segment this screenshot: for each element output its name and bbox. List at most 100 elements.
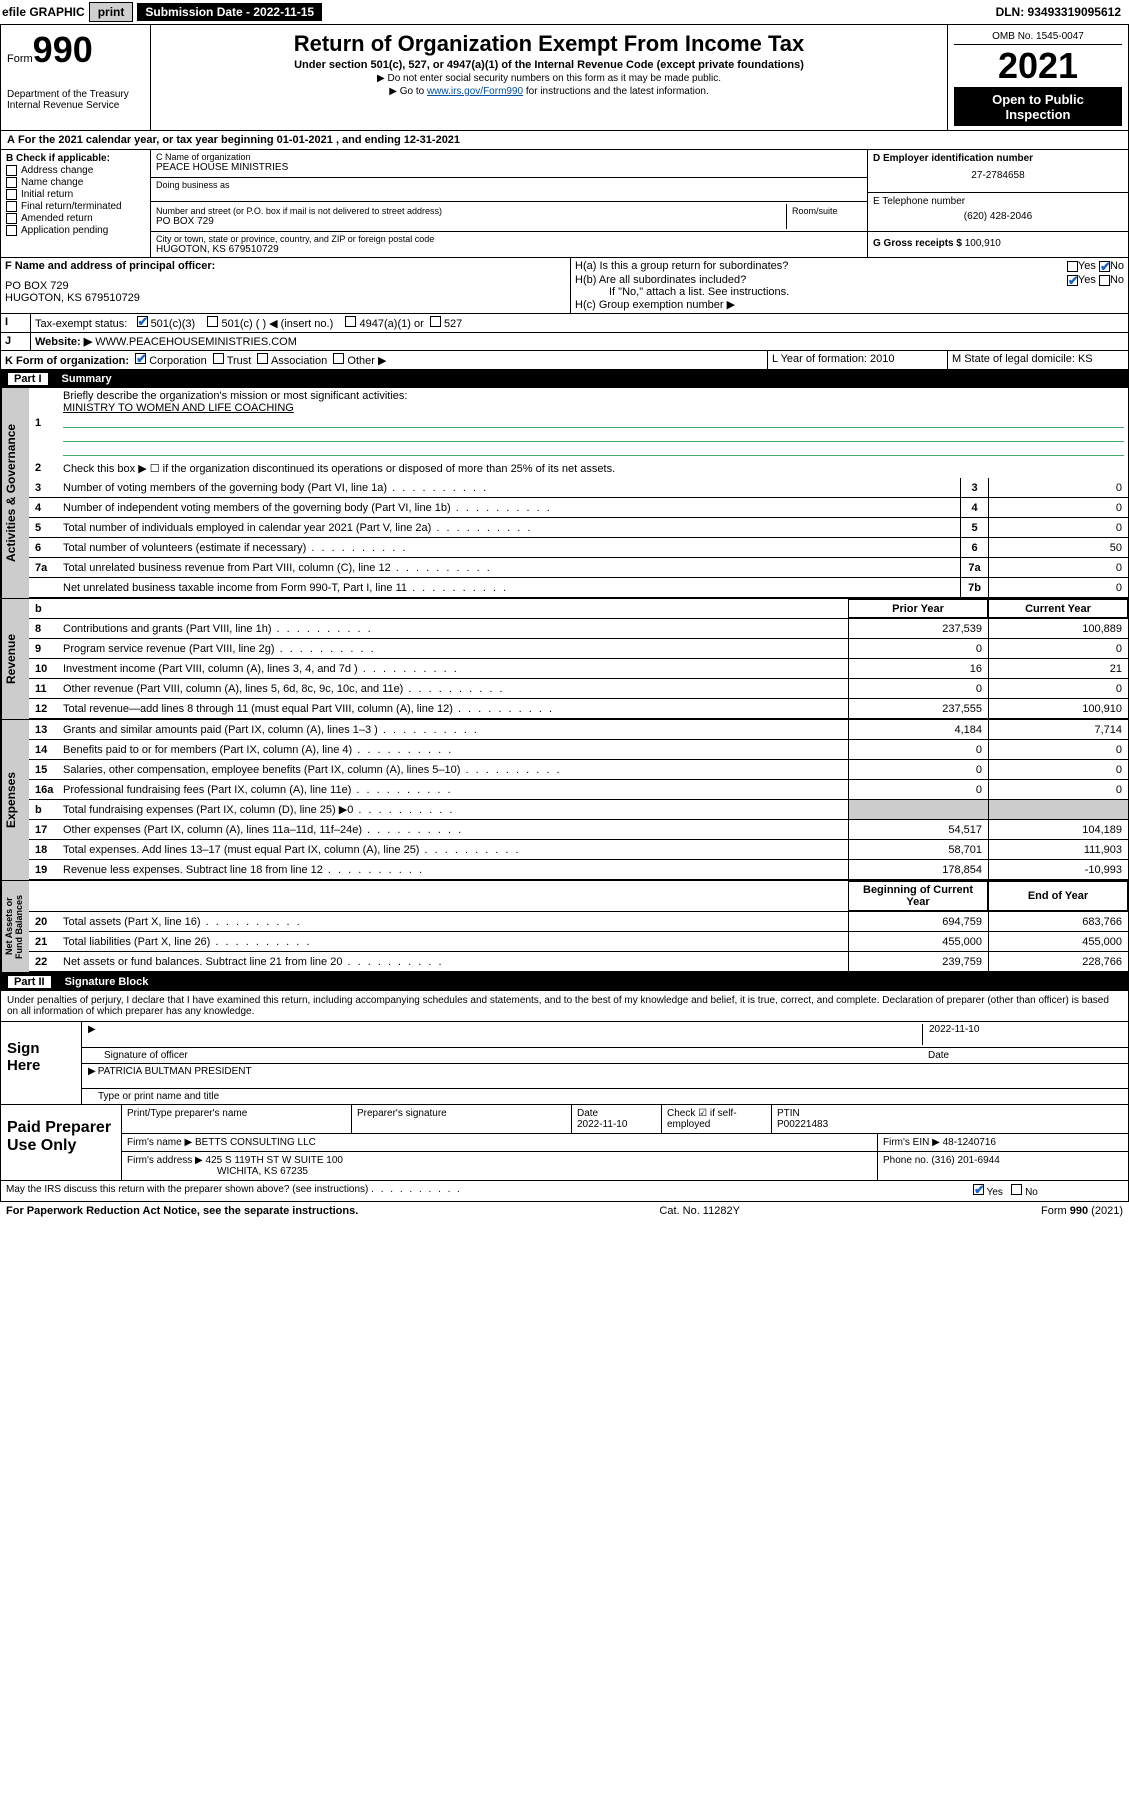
dba-label: Doing business as bbox=[156, 180, 862, 190]
sign-here-label: Sign Here bbox=[1, 1022, 81, 1104]
chk-app-pending[interactable] bbox=[6, 225, 17, 236]
chk-trust[interactable] bbox=[213, 353, 224, 364]
submission-date: Submission Date - 2022-11-15 bbox=[137, 3, 322, 21]
table-row: 13 Grants and similar amounts paid (Part… bbox=[29, 720, 1128, 740]
city-label: City or town, state or province, country… bbox=[156, 234, 862, 244]
section-i: I Tax-exempt status: 501(c)(3) 501(c) ( … bbox=[0, 314, 1129, 333]
chk-corp[interactable] bbox=[135, 353, 146, 364]
room-label: Room/suite bbox=[792, 206, 862, 216]
pp-name-label: Print/Type preparer's name bbox=[122, 1105, 352, 1133]
part2-name: Signature Block bbox=[65, 976, 149, 988]
form-label: Form bbox=[7, 53, 33, 65]
c-label: C Name of organization bbox=[156, 152, 862, 162]
chk-final-return[interactable] bbox=[6, 201, 17, 212]
firm-ein: 48-1240716 bbox=[943, 1137, 996, 1148]
summary-table: Activities & Governance 1 Briefly descri… bbox=[0, 388, 1129, 599]
officer-name: PATRICIA BULTMAN PRESIDENT bbox=[98, 1066, 252, 1086]
city-state-zip: HUGOTON, KS 679510729 bbox=[156, 244, 862, 255]
section-b: B Check if applicable: Address change Na… bbox=[1, 150, 151, 257]
table-row: 3 Number of voting members of the govern… bbox=[29, 478, 1128, 498]
firm-phone: (316) 201-6944 bbox=[931, 1155, 999, 1166]
perjury-declaration: Under penalties of perjury, I declare th… bbox=[1, 991, 1128, 1021]
form-meta-block: OMB No. 1545-0047 2021 Open to Public In… bbox=[948, 25, 1128, 130]
table-row: 21 Total liabilities (Part X, line 26) 4… bbox=[29, 932, 1128, 952]
table-row: Net unrelated business taxable income fr… bbox=[29, 578, 1128, 598]
top-bar: efile GRAPHIC print Submission Date - 20… bbox=[0, 0, 1129, 24]
ha-yes[interactable] bbox=[1067, 261, 1078, 272]
ha-no[interactable] bbox=[1099, 261, 1110, 272]
part2-bar: Part II Signature Block bbox=[0, 973, 1129, 991]
org-name: PEACE HOUSE MINISTRIES bbox=[156, 162, 862, 173]
form-subtitle: Under section 501(c), 527, or 4947(a)(1)… bbox=[157, 59, 941, 71]
entity-block: B Check if applicable: Address change Na… bbox=[0, 150, 1129, 258]
chk-4947[interactable] bbox=[345, 316, 356, 327]
section-fh: F Name and address of principal officer:… bbox=[0, 258, 1129, 314]
open-public: Open to Public Inspection bbox=[954, 88, 1122, 126]
hb-no[interactable] bbox=[1099, 275, 1110, 286]
table-row: 11 Other revenue (Part VIII, column (A),… bbox=[29, 679, 1128, 699]
hb-yes[interactable] bbox=[1067, 275, 1078, 286]
arrow-icon bbox=[88, 1066, 98, 1086]
line-a: A For the 2021 calendar year, or tax yea… bbox=[0, 131, 1129, 150]
table-row: 18 Total expenses. Add lines 13–17 (must… bbox=[29, 840, 1128, 860]
table-row: 7a Total unrelated business revenue from… bbox=[29, 558, 1128, 578]
chk-amended[interactable] bbox=[6, 213, 17, 224]
form-number: 990 bbox=[33, 29, 93, 70]
b-header: B Check if applicable: bbox=[6, 153, 145, 164]
expenses-table: Expenses 13 Grants and similar amounts p… bbox=[0, 720, 1129, 881]
i-label: Tax-exempt status: bbox=[35, 318, 127, 330]
table-row: 15 Salaries, other compensation, employe… bbox=[29, 760, 1128, 780]
dln: DLN: 93493319095612 bbox=[996, 5, 1127, 19]
discuss-yes[interactable] bbox=[973, 1184, 984, 1195]
table-row: 19 Revenue less expenses. Subtract line … bbox=[29, 860, 1128, 880]
chk-527[interactable] bbox=[430, 316, 441, 327]
form-ref: Form 990 (2021) bbox=[1041, 1205, 1123, 1217]
discuss-no[interactable] bbox=[1011, 1184, 1022, 1195]
arrow-icon bbox=[88, 1024, 98, 1045]
footer: For Paperwork Reduction Act Notice, see … bbox=[0, 1202, 1129, 1220]
part1-bar: Part I Summary bbox=[0, 370, 1129, 388]
form-id-block: Form990 Department of the Treasury Inter… bbox=[1, 25, 151, 130]
form-header: Form990 Department of the Treasury Inter… bbox=[0, 24, 1129, 131]
website: WWW.PEACEHOUSEMINISTRIES.COM bbox=[95, 336, 297, 348]
dept-label: Department of the Treasury bbox=[7, 89, 144, 100]
cat-no: Cat. No. 11282Y bbox=[659, 1205, 740, 1217]
hc-label: H(c) Group exemption number ▶ bbox=[575, 298, 1124, 311]
d-label: D Employer identification number bbox=[873, 153, 1123, 164]
form-note-1: ▶ Do not enter social security numbers o… bbox=[157, 73, 941, 84]
ptin: P00221483 bbox=[777, 1119, 828, 1130]
paid-label: Paid Preparer Use Only bbox=[1, 1105, 121, 1180]
chk-initial-return[interactable] bbox=[6, 189, 17, 200]
tax-year: 2021 bbox=[954, 45, 1122, 88]
efile-label: efile GRAPHIC bbox=[2, 5, 85, 19]
pp-date: 2022-11-10 bbox=[577, 1119, 627, 1130]
sig-officer-label: Signature of officer bbox=[88, 1050, 922, 1061]
table-row: 8 Contributions and grants (Part VIII, l… bbox=[29, 619, 1128, 639]
omb-number: OMB No. 1545-0047 bbox=[954, 29, 1122, 45]
ein: 27-2784658 bbox=[873, 164, 1123, 187]
chk-name-change[interactable] bbox=[6, 177, 17, 188]
tax-year-range: A For the 2021 calendar year, or tax yea… bbox=[1, 131, 1128, 149]
ha-label: H(a) Is this a group return for subordin… bbox=[575, 260, 1067, 272]
table-row: 9 Program service revenue (Part VIII, li… bbox=[29, 639, 1128, 659]
revenue-table: Revenue b Prior Year Current Year 8 Cont… bbox=[0, 599, 1129, 720]
pra-notice: For Paperwork Reduction Act Notice, see … bbox=[6, 1205, 358, 1217]
chk-other[interactable] bbox=[333, 353, 344, 364]
form-note-2: ▶ Go to www.irs.gov/Form990 for instruct… bbox=[157, 86, 941, 97]
irs-link[interactable]: www.irs.gov/Form990 bbox=[427, 86, 523, 97]
form-title-block: Return of Organization Exempt From Incom… bbox=[151, 25, 948, 130]
chk-501c[interactable] bbox=[207, 316, 218, 327]
l-year: L Year of formation: 2010 bbox=[768, 351, 948, 369]
tab-netassets: Net Assets orFund Balances bbox=[1, 881, 29, 972]
paid-preparer: Paid Preparer Use Only Print/Type prepar… bbox=[1, 1104, 1128, 1180]
signature-block: Under penalties of perjury, I declare th… bbox=[0, 991, 1129, 1202]
k-label: K Form of organization: bbox=[5, 355, 129, 367]
chk-assoc[interactable] bbox=[257, 353, 268, 364]
chk-address-change[interactable] bbox=[6, 165, 17, 176]
mission-text: MINISTRY TO WOMEN AND LIFE COACHING bbox=[63, 402, 294, 414]
firm-addr1: 425 S 119TH ST W SUITE 100 bbox=[206, 1155, 343, 1166]
section-deg: D Employer identification number 27-2784… bbox=[868, 150, 1128, 257]
mission-label: Briefly describe the organization's miss… bbox=[63, 390, 407, 402]
print-button[interactable]: print bbox=[89, 2, 134, 22]
chk-501c3[interactable] bbox=[137, 316, 148, 327]
